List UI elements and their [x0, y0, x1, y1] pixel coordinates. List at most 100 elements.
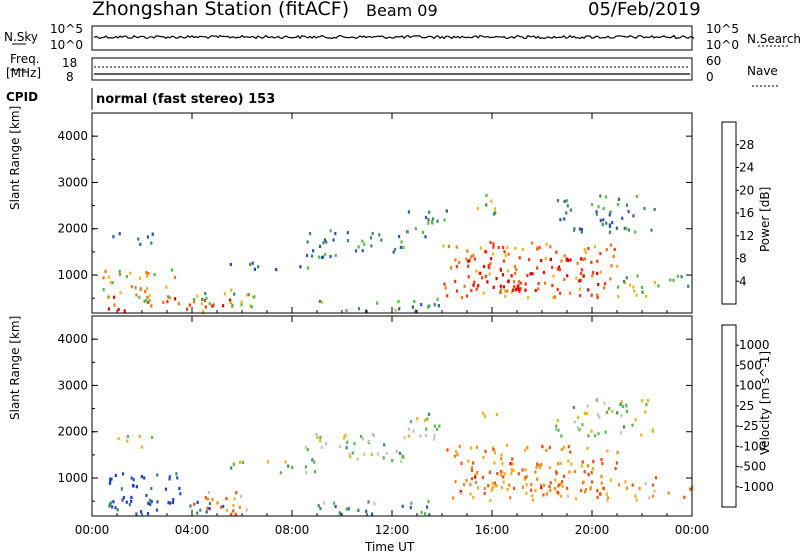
scatter-cell: [208, 302, 211, 306]
scatter-cell: [602, 207, 605, 211]
scatter-cell: [104, 269, 107, 273]
scatter-cell: [193, 502, 196, 506]
scatter-cell: [597, 432, 600, 436]
scatter-cell: [627, 228, 630, 232]
x-tick-label: 16:00: [475, 523, 510, 537]
scatter-cell: [518, 256, 521, 260]
scatter-cell: [206, 506, 209, 510]
scatter-cell: [385, 451, 388, 455]
scatter-cell: [518, 289, 521, 293]
scatter-cell: [672, 278, 675, 282]
scatter-region: [467, 257, 600, 293]
scatter-region: [317, 500, 431, 517]
scatter-cell: [510, 290, 514, 294]
scatter-cell: [475, 445, 479, 449]
scatter-cell: [102, 276, 105, 280]
scatter-cell: [591, 466, 594, 470]
scatter-cell: [536, 266, 539, 270]
scatter-cell: [363, 452, 366, 456]
power-colorbar-label: Power [dB]: [758, 186, 772, 252]
scatter-cell: [653, 207, 656, 212]
scatter-cell: [431, 217, 435, 221]
scatter-cell: [669, 278, 672, 282]
scatter-cell: [579, 294, 582, 298]
scatter-cell: [641, 290, 644, 294]
scatter-cell: [625, 226, 628, 231]
scatter-cell: [424, 433, 428, 438]
scatter-cell: [456, 453, 459, 457]
scatter-cell: [316, 435, 319, 439]
scatter-region: [474, 460, 604, 495]
scatter-cell: [446, 294, 449, 298]
scatter-cell: [568, 291, 572, 295]
scatter-cell: [560, 259, 563, 263]
scatter-cell: [596, 495, 599, 499]
scatter-cell: [162, 300, 165, 304]
scatter-cell: [565, 199, 569, 203]
scatter-cell: [211, 304, 214, 308]
scatter-cell: [110, 477, 113, 481]
scatter-cell: [130, 285, 133, 289]
scatter-cell: [414, 227, 417, 231]
scatter-cell: [600, 481, 603, 485]
scatter-cell: [620, 400, 623, 404]
scatter-cell: [360, 434, 363, 439]
scatter-cell: [109, 479, 112, 483]
scatter-cell: [491, 252, 495, 256]
scatter-cell: [399, 245, 402, 249]
scatter-cell: [492, 485, 495, 489]
scatter-cell: [513, 486, 516, 490]
scatter-cell: [164, 487, 168, 491]
scatter-cell: [534, 488, 537, 492]
scatter-cell: [549, 245, 552, 249]
scatter-cell: [467, 264, 470, 268]
plot-frame: [91, 315, 693, 517]
scatter-cell: [616, 411, 619, 415]
scatter-cell: [654, 476, 658, 480]
scatter-cell: [369, 236, 373, 240]
scatter-cell: [493, 461, 496, 465]
scatter-cell: [635, 498, 638, 502]
scatter-region: [554, 398, 655, 438]
scatter-cell: [428, 513, 431, 517]
scatter-cell: [476, 207, 479, 211]
scatter-cell: [625, 486, 629, 490]
scatter-cell: [644, 294, 648, 298]
scatter-cell: [193, 297, 196, 302]
scatter-cell: [313, 460, 316, 464]
scatter-cell: [543, 483, 546, 487]
velocity-panel: 1000 2000 3000 4000 00:00 04:00 08:00 12:00 16:0…: [57, 315, 774, 537]
scatter-cell: [519, 281, 522, 285]
scatter-cell: [113, 295, 116, 299]
scatter-cell: [559, 291, 562, 295]
scatter-cell: [499, 290, 502, 294]
scatter-cell: [598, 492, 602, 496]
scatter-cell: [557, 428, 560, 432]
scatter-cell: [570, 462, 573, 466]
scatter-cell: [545, 448, 548, 452]
scatter-cell: [130, 495, 133, 499]
scatter-cell: [446, 448, 449, 452]
scatter-cell: [353, 442, 356, 446]
scatter-cell: [395, 449, 398, 453]
scatter-cell: [509, 462, 512, 466]
scatter-cell: [573, 420, 576, 424]
scatter-cell: [521, 485, 524, 489]
scatter-cell: [230, 466, 233, 470]
scatter-cell: [589, 487, 592, 491]
x-tick-label: 00:00: [675, 523, 710, 537]
colorbar-tick-label: -25: [739, 419, 759, 433]
scatter-cell: [553, 295, 557, 299]
scatter-cell: [421, 230, 425, 234]
scatter-cell: [238, 505, 241, 509]
scatter-cell: [322, 241, 325, 245]
scatter-cell: [541, 444, 544, 448]
scatter-cell: [539, 483, 543, 487]
scatter-cell: [638, 486, 641, 490]
scatter-cell: [499, 284, 502, 288]
scatter-cell: [129, 271, 132, 275]
scatter-cell: [538, 245, 541, 249]
scatter-cell: [483, 414, 486, 418]
scatter-cell: [579, 271, 583, 275]
scatter-cell: [398, 451, 401, 455]
